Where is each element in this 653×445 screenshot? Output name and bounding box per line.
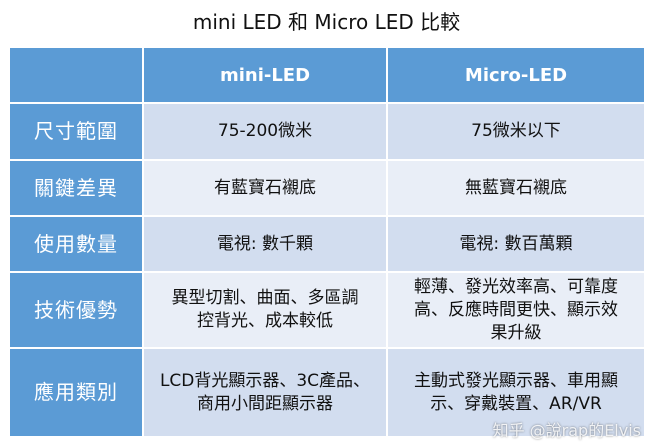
cell-line: 電視: 數千顆 bbox=[216, 233, 314, 254]
title: mini LED 和 Micro LED 比較 bbox=[192, 10, 461, 34]
table-cell: 主動式發光顯示器、車用顯 示、穿戴裝置、AR/VR bbox=[386, 347, 646, 438]
header-cell: Micro-LED bbox=[386, 46, 646, 104]
row-label: 關鍵差異 bbox=[8, 159, 144, 217]
cell-line: 控背光、成本較低 bbox=[197, 311, 333, 331]
cell-line: 主動式發光顯示器、車用顯 bbox=[414, 370, 618, 391]
row-label: 應用類別 bbox=[8, 347, 144, 438]
cell-line: 異型切割、曲面、多區調 bbox=[171, 288, 359, 308]
header-cell bbox=[8, 46, 144, 104]
header-text: Micro-LED bbox=[464, 64, 568, 86]
cell-line: 示、穿戴裝置、AR/VR bbox=[430, 393, 602, 414]
cell-line: 高、反應時間更快、顯示效 bbox=[414, 299, 618, 320]
table-cell: 輕薄、發光效率高、可靠度 高、反應時間更快、顯示效 果升級 bbox=[386, 271, 646, 349]
table-row: 關鍵差異 有藍寶石襯底 無藍寶石襯底 bbox=[8, 159, 646, 217]
table-cell: 電視: 數百萬顆 bbox=[386, 215, 646, 273]
row-label-text: 應用類別 bbox=[34, 380, 118, 404]
table-cell: 有藍寶石襯底 bbox=[142, 159, 388, 217]
row-label-text: 使用數量 bbox=[34, 231, 118, 256]
row-label: 使用數量 bbox=[8, 215, 144, 273]
cell-line: 果升級 bbox=[490, 322, 542, 343]
table-row: 技術優勢 異型切割、曲面、多區調 控背光、成本較低 輕薄、發光效率高、可靠度 高、反應時… bbox=[8, 271, 646, 349]
header-text: mini-LED bbox=[219, 64, 311, 86]
cell-line: 電視: 數百萬顆 bbox=[459, 233, 573, 254]
cell-line: 無藍寶石襯底 bbox=[465, 177, 567, 198]
cell-line: 75-200微米 bbox=[217, 121, 313, 141]
row-label: 技術優勢 bbox=[8, 271, 144, 349]
table-cell: 75-200微米 bbox=[142, 102, 388, 161]
row-label-text: 尺寸範圍 bbox=[34, 119, 118, 143]
table-cell: 75微米以下 bbox=[386, 102, 646, 161]
cell-line: 商用小間距顯示器 bbox=[197, 393, 333, 414]
table-row: 使用數量 電視: 數千顆 電視: 數百萬顆 bbox=[8, 215, 646, 273]
header-cell: mini-LED bbox=[142, 46, 388, 104]
watermark: 知乎 @說rap的Elvis bbox=[492, 421, 641, 440]
row-label-text: 關鍵差異 bbox=[34, 175, 118, 200]
cell-line: 75微米以下 bbox=[471, 121, 561, 141]
table-cell: 異型切割、曲面、多區調 控背光、成本較低 bbox=[142, 271, 388, 349]
cell-line: 輕薄、發光效率高、可靠度 bbox=[414, 276, 618, 297]
header-row: mini-LED Micro-LED bbox=[8, 46, 646, 104]
row-label-text: 技術優勢 bbox=[34, 297, 118, 322]
cell-line: LCD背光顯示器、3C產品、 bbox=[159, 370, 371, 391]
table-cell: LCD背光顯示器、3C產品、 商用小間距顯示器 bbox=[142, 347, 388, 438]
row-label: 尺寸範圍 bbox=[8, 102, 144, 161]
table-cell: 電視: 數千顆 bbox=[142, 215, 388, 273]
table-cell: 無藍寶石襯底 bbox=[386, 159, 646, 217]
table-row: 應用類別 LCD背光顯示器、3C產品、 商用小間距顯示器 主動式發光顯示器、車用顯 示、… bbox=[8, 347, 646, 438]
comparison-table: mini-LED Micro-LED 尺寸範圍 75-200微米 75微米以下關鍵差異 有… bbox=[8, 46, 646, 438]
table-row: 尺寸範圍 75-200微米 75微米以下 bbox=[8, 102, 646, 161]
cell-line: 有藍寶石襯底 bbox=[214, 177, 316, 198]
